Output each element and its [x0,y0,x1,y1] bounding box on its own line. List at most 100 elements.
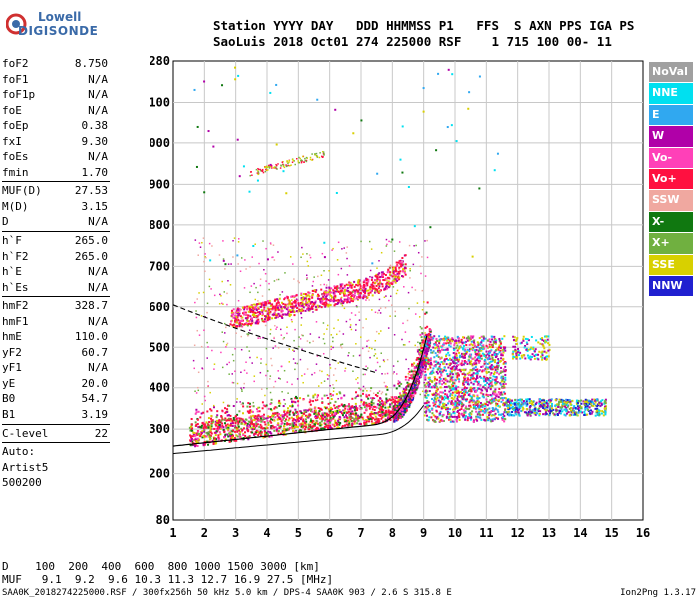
echo-point [414,392,417,395]
echo-point [530,335,533,338]
echo-point [467,380,470,383]
echo-point [435,410,438,413]
echo-point [425,410,428,413]
param-label: Auto: [2,445,36,459]
echo-point [206,440,209,443]
echo-point [496,371,499,374]
echo-point [493,390,496,393]
echo-point [248,405,251,408]
echo-point [218,424,221,427]
echo-point [429,359,432,362]
echo-point [414,365,417,368]
echo-point [347,405,350,408]
echo-point [450,358,453,361]
echo-point [391,396,394,399]
echo-point [195,432,198,435]
echo-point [437,350,440,353]
echo-point [215,424,218,427]
echo-point [421,369,424,372]
echo-point [538,402,541,405]
echo-point [472,405,475,408]
echo-point [427,385,430,388]
echo-point [469,406,472,409]
echo-point [231,420,234,423]
echo-point [431,372,434,375]
echo-point [301,424,304,427]
echo-point [215,438,218,441]
echo-point [371,399,374,402]
echo-point [229,417,232,420]
echo-point [368,403,371,406]
echo-point [244,421,247,424]
echo-point [410,370,413,373]
echo-point [493,353,496,356]
echo-point [413,382,416,385]
echo-point [373,279,376,282]
echo-point [477,359,480,362]
echo-point [359,288,362,291]
echo-point [225,427,228,430]
echo-point [591,410,594,413]
echo-point [288,426,291,429]
echo-point [394,396,397,399]
echo-point [432,401,435,404]
echo-point [438,414,441,417]
echo-point [327,413,330,416]
echo-point [463,349,466,352]
echo-point [321,299,324,302]
echo-point [217,419,220,422]
echo-point [203,423,206,426]
echo-point [427,341,430,344]
echo-point [360,399,363,402]
echo-point [330,408,333,411]
echo-point [493,371,496,374]
echo-point [477,412,480,415]
echo-point [271,317,274,320]
echo-point [339,392,342,395]
echo-point [359,394,362,397]
echo-point [543,350,546,353]
echo-point [432,371,435,374]
echo-point [314,415,317,418]
echo-point [251,310,254,313]
echo-point [402,393,405,396]
echo-point [483,407,486,410]
echo-point [400,414,403,417]
echo-point [437,361,440,364]
echo-point [423,337,426,340]
echo-point [239,315,242,318]
echo-point [407,394,410,397]
echo-point [295,425,298,428]
echo-point [372,405,375,408]
echo-point [516,347,519,350]
echo-point [280,301,283,304]
echo-point [466,419,469,422]
echo-point [545,358,548,361]
echo-point [518,403,521,406]
echo-point [245,418,248,421]
echo-point [301,301,304,304]
echo-point [408,395,411,398]
echo-point [531,403,534,406]
echo-point [401,415,404,418]
echo-point [190,418,193,421]
echo-point [317,293,320,296]
echo-point [295,415,298,418]
echo-point [598,412,601,415]
echo-point [517,411,520,414]
echo-point [441,370,444,373]
echo-point [239,320,242,323]
echo-point [247,438,250,441]
echo-point [444,369,447,372]
echo-point [506,404,509,407]
echo-point [478,337,481,340]
echo-point [424,411,427,414]
echo-point [523,346,526,349]
echo-point [542,407,545,410]
echo-point [370,401,373,404]
echo-point [480,410,483,413]
echo-point [455,388,458,391]
echo-point [368,405,371,408]
echo-point [380,402,383,405]
echo-point [308,295,311,298]
